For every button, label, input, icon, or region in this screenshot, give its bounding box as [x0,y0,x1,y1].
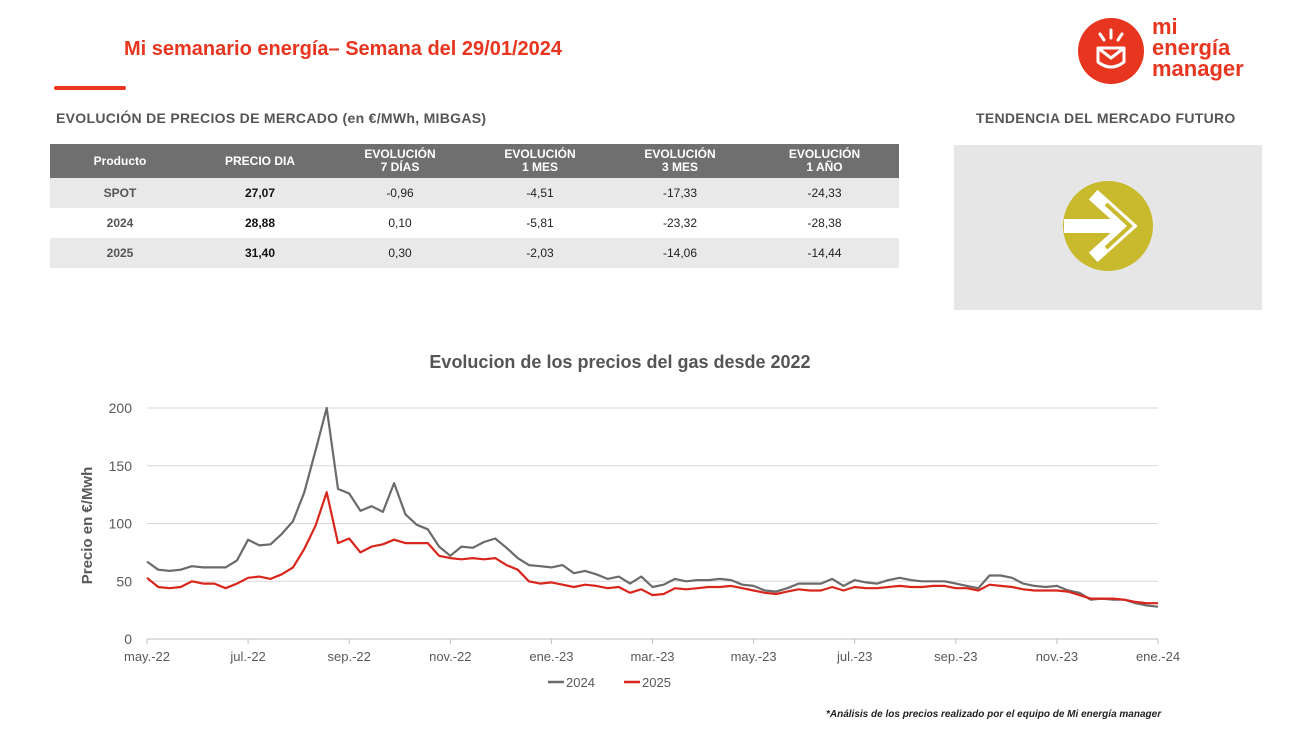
table-row: 2024 28,88 0,10 -5,81 -23,32 -28,38 [50,208,899,238]
arrow-right-icon [1063,181,1153,271]
table-cell-product: 2025 [50,238,190,268]
table-cell-price: 31,40 [190,238,330,268]
table-cell: -0,96 [330,178,470,208]
table-row: 2025 31,40 0,30 -2,03 -14,06 -14,44 [50,238,899,268]
table-cell: 0,30 [330,238,470,268]
column-header-label: EVOLUCIÓN [644,147,716,161]
x-tick-label: sep.-22 [328,649,371,664]
column-header-label: Producto [93,153,147,168]
market-prices-section-title: EVOLUCIÓN DE PRECIOS DE MERCADO (en €/MW… [56,110,487,126]
x-tick-label: may.-23 [731,649,777,664]
column-header-3-mes: EVOLUCIÓN 3 MES [610,144,750,178]
table-cell: -14,44 [750,238,899,268]
column-header-label: PRECIO DIA [224,153,295,168]
legend-label: 2025 [642,675,671,690]
column-header-label: EVOLUCIÓN [504,147,576,161]
table-cell: -24,33 [750,178,899,208]
table-cell-price: 28,88 [190,208,330,238]
future-trend-section-title: TENDENCIA DEL MERCADO FUTURO [976,110,1236,126]
y-tick-label: 100 [109,516,133,532]
table-cell: -28,38 [750,208,899,238]
column-header-label: EVOLUCIÓN [364,147,436,161]
x-tick-label: jul.-23 [836,649,872,664]
market-prices-table: Producto PRECIO DIA EVOLUCIÓN 7 DÍAS EVOL… [50,144,899,268]
column-header-producto: Producto [50,144,190,178]
logo-text-line: mi [1152,14,1178,39]
legend-label: 2024 [566,675,595,690]
column-header-1-ano: EVOLUCIÓN 1 AÑO [750,144,899,178]
table-cell: -17,33 [610,178,750,208]
x-tick-label: mar.-23 [630,649,674,664]
column-header-precio-dia: PRECIO DIA [190,144,330,178]
series-line-2024 [146,406,1159,608]
page-title: Mi semanario energía– Semana del 29/01/2… [124,38,563,60]
x-tick-label: may.-22 [124,649,170,664]
table-cell: 0,10 [330,208,470,238]
y-tick-label: 0 [124,631,132,647]
column-header-label: EVOLUCIÓN [788,147,861,161]
column-header-7-dias: EVOLUCIÓN 7 DÍAS [330,144,470,178]
table-cell-product: SPOT [50,178,190,208]
table-cell: -4,51 [470,178,610,208]
x-tick-label: sep.-23 [934,649,977,664]
y-tick-label: 150 [109,458,133,474]
x-tick-label: ene.-23 [529,649,573,664]
y-axis-label: Precio en €/Mwh [79,467,96,585]
x-tick-label: nov.-22 [429,649,471,664]
x-tick-label: jul.-22 [229,649,265,664]
column-header-1-mes: EVOLUCIÓN 1 MES [470,144,610,178]
table-cell-product: 2024 [50,208,190,238]
x-tick-label: nov.-23 [1036,649,1078,664]
logo-badge-icon [1078,18,1144,84]
future-trend-panel [954,145,1262,310]
column-header-label: 3 MES [661,160,698,174]
logo-text-line: manager [1152,56,1244,81]
table-cell-price: 27,07 [190,178,330,208]
chart-title: Evolucion de los precios del gas desde 2… [429,352,811,372]
brand-logo: mi energía manager [1078,14,1278,88]
logo-text-line: energía [1152,35,1231,60]
table-cell: -2,03 [470,238,610,268]
series-line-2025 [146,491,1158,605]
table-cell: -14,06 [610,238,750,268]
column-header-label: 1 MES [521,160,558,174]
table-cell: -23,32 [610,208,750,238]
x-tick-label: ene.-24 [1136,649,1180,664]
table-header-row: Producto PRECIO DIA EVOLUCIÓN 7 DÍAS EVOL… [50,144,899,178]
y-tick-label: 200 [109,400,133,416]
footnote: *Análisis de los precios realizado por e… [826,709,1162,720]
column-header-label: 1 AÑO [806,160,843,174]
column-header-label: 7 DÍAS [380,160,420,174]
title-underline [54,86,126,90]
table-row: SPOT 27,07 -0,96 -4,51 -17,33 -24,33 [50,178,899,208]
y-tick-label: 50 [116,573,132,589]
table-cell: -5,81 [470,208,610,238]
